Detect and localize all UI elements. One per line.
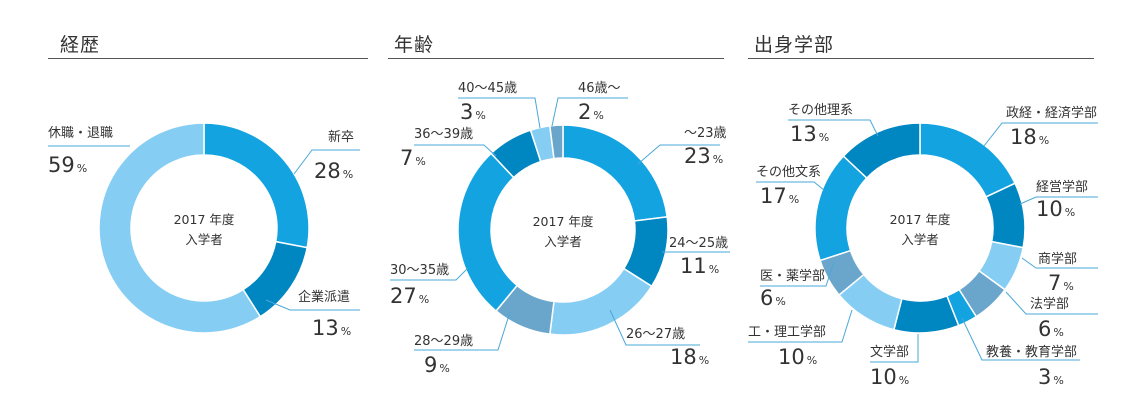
- chart-title: 経歴: [60, 34, 101, 56]
- slice-label: 40～45歳: [458, 81, 517, 96]
- slice-label: 企業派遣: [298, 289, 350, 305]
- leader-line: [1019, 196, 1098, 205]
- center-label-cohort: 入学者: [544, 234, 582, 249]
- donut-slice: [457, 152, 519, 312]
- leader-line: [265, 299, 360, 311]
- donut-slice: [549, 267, 653, 336]
- leader-line: [760, 261, 835, 287]
- center-label-year: 2017 年度: [890, 212, 951, 227]
- slice-value: 3%: [1038, 365, 1064, 389]
- panel-career: 経歴 2017 年度 入学者 新卒 28% 企業派遣 13% 休職・退職 59%: [0, 0, 380, 414]
- donut-slice: [814, 155, 868, 262]
- slice-label: 商学部: [1038, 251, 1077, 267]
- donut-slice: [203, 122, 310, 249]
- slice-value: 18%: [1010, 125, 1049, 149]
- donut-slice: [919, 122, 1016, 198]
- slice-label: 46歳～: [578, 81, 621, 96]
- slice-label: 文学部: [870, 344, 909, 360]
- slice-label: 休職・退職: [48, 126, 113, 141]
- slice-value: 11%: [680, 254, 719, 278]
- panel-age: 年齢 2017 年度 入学者 ～23歳 23% 24～25歳 11% 26～27歳 18% 28…: [380, 0, 740, 414]
- slice-label: 36～39歳: [414, 127, 473, 142]
- title-rule: [388, 58, 724, 59]
- slice-label: 法学部: [1030, 296, 1069, 312]
- slice-value: 59%: [48, 153, 87, 177]
- slice-label: その他文系: [756, 165, 821, 180]
- leader-line: [458, 97, 541, 129]
- slice-label: 政経・経済学部: [1006, 105, 1097, 121]
- slice-value: 6%: [1038, 317, 1064, 341]
- slice-label: 工・理工学部: [748, 324, 826, 340]
- slice-value: 6%: [760, 286, 786, 310]
- slice-label: 経営学部: [1036, 179, 1088, 195]
- slice-value: 17%: [760, 184, 799, 208]
- slice-value: 23%: [684, 144, 723, 168]
- slice-label: 24～25歳: [669, 236, 728, 251]
- leader-line: [983, 122, 1098, 147]
- slice-value: 10%: [778, 345, 817, 369]
- chart-title: 年齢: [394, 34, 435, 56]
- leader-line: [748, 309, 853, 343]
- leader-line: [637, 144, 720, 165]
- leader-line: [551, 97, 628, 127]
- slice-label: 28～29歳: [414, 334, 473, 349]
- leader-line: [390, 267, 469, 281]
- slice-label: 新卒: [328, 129, 354, 145]
- slice-label: 医・薬学部: [760, 268, 825, 284]
- leader-line: [961, 317, 1080, 361]
- center-label-year: 2017 年度: [174, 212, 235, 227]
- leader-line: [414, 144, 497, 157]
- center-label-cohort: 入学者: [901, 232, 939, 247]
- slice-label: ～23歳: [684, 126, 727, 141]
- leader-line: [788, 119, 879, 137]
- donut-slice: [842, 122, 921, 180]
- leader-line: [1005, 291, 1098, 315]
- leader-line: [293, 149, 360, 175]
- panel-faculty: 出身学部 2017 年度 入学者 政経・経済学部 18% 経営学部 10% 商学部 7% 法学部…: [740, 0, 1138, 414]
- chart-title: 出身学部: [754, 34, 835, 56]
- donut-slice: [562, 124, 669, 222]
- leader-line: [756, 181, 825, 191]
- slice-label: 教養・教育学部: [986, 344, 1077, 360]
- slice-label: その他理系: [788, 103, 853, 118]
- slice-value: 7%: [400, 146, 426, 170]
- leader-line: [414, 311, 511, 351]
- title-rule: [48, 58, 368, 59]
- slice-label: 26～27歳: [626, 327, 685, 342]
- donut-slice: [98, 122, 262, 334]
- slice-value: 3%: [460, 100, 486, 124]
- slice-value: 18%: [670, 345, 709, 369]
- leader-line: [609, 309, 700, 346]
- slice-value: 2%: [578, 100, 604, 124]
- slice-label: 30～35歳: [390, 263, 449, 278]
- center-label-cohort: 入学者: [185, 232, 223, 247]
- slice-value: 13%: [312, 316, 351, 340]
- slice-value: 27%: [390, 284, 429, 308]
- center-label-year: 2017 年度: [533, 214, 594, 229]
- slice-value: 10%: [1036, 197, 1075, 221]
- donut-slice: [892, 294, 960, 334]
- slice-value: 28%: [314, 159, 353, 183]
- title-rule: [748, 58, 1094, 59]
- slice-value: 7%: [1048, 271, 1074, 295]
- slice-value: 13%: [790, 122, 829, 146]
- leader-line: [870, 334, 919, 363]
- leader-line: [1021, 257, 1098, 269]
- slice-value: 9%: [424, 353, 450, 377]
- slice-value: 10%: [870, 365, 909, 389]
- donut-slice: [549, 124, 564, 160]
